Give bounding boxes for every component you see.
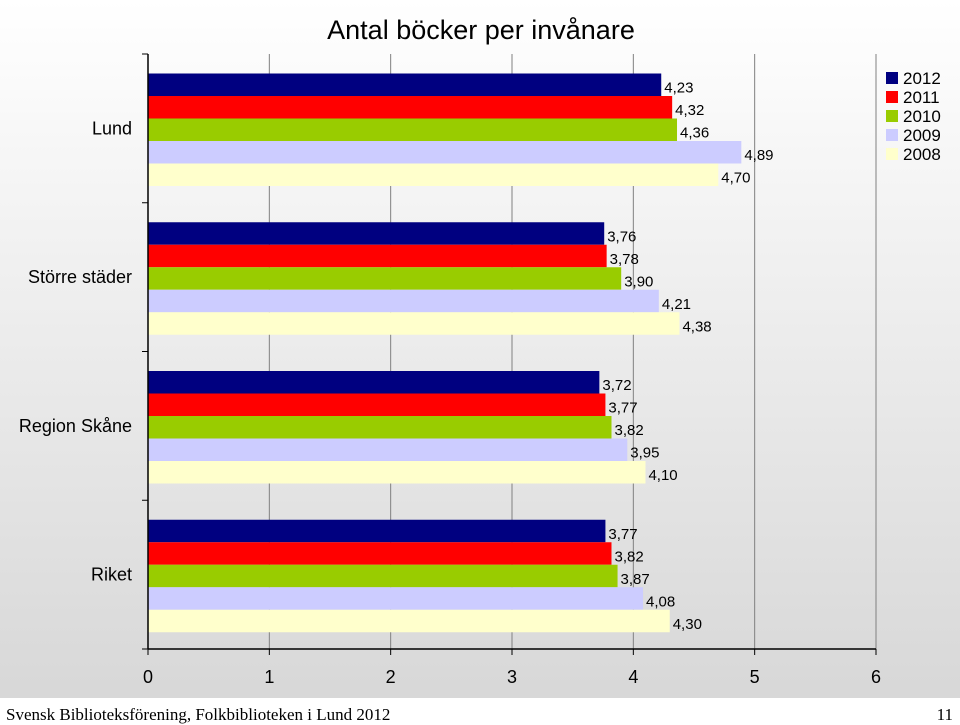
value-label: 3,76 — [607, 228, 636, 245]
bar-lund-2009 — [148, 141, 742, 164]
bar-riket-2008 — [148, 609, 670, 633]
bar-riket-2009 — [148, 587, 644, 610]
footer-source: Svensk Biblioteksförening, Folkbibliotek… — [6, 705, 390, 724]
value-label: 3,72 — [602, 377, 631, 394]
x-tick-labels: 0 1 2 3 4 5 6 — [143, 667, 881, 687]
value-label: 3,82 — [614, 422, 643, 439]
bar-region-skane-2009 — [148, 438, 628, 461]
category-label: Större städer — [28, 267, 132, 287]
bar-storre-stader-2009 — [148, 289, 659, 313]
bar-lund-2012 — [148, 73, 662, 96]
value-label: 3,90 — [624, 273, 653, 290]
bars — [148, 73, 742, 633]
bar-region-skane-2011 — [148, 393, 606, 416]
value-label: 4,21 — [662, 296, 691, 313]
value-label: 4,30 — [673, 616, 702, 633]
legend-swatch-2009 — [886, 129, 898, 141]
value-label: 3,77 — [608, 400, 637, 417]
bar-riket-2010 — [148, 564, 618, 588]
x-tick-label: 2 — [386, 667, 396, 687]
value-label: 3,78 — [610, 251, 639, 268]
category-label: Riket — [91, 565, 132, 585]
value-label: 4,36 — [680, 125, 709, 142]
x-tick-label: 1 — [264, 667, 274, 687]
page-number: 11 — [937, 705, 953, 724]
bar-riket-2011 — [148, 542, 612, 565]
legend-swatch-2012 — [886, 72, 898, 84]
axes — [142, 53, 877, 655]
value-label: 4,23 — [664, 80, 693, 97]
legend-swatch-2011 — [886, 91, 898, 103]
category-labels: Lund Större städer Region Skåne Riket — [19, 118, 132, 584]
bar-region-skane-2010 — [148, 416, 612, 439]
value-label: 4,08 — [646, 593, 675, 610]
bar-riket-2012 — [148, 519, 606, 543]
legend-label: 2009 — [903, 126, 941, 145]
value-label: 4,10 — [648, 467, 677, 484]
value-label: 3,77 — [608, 526, 637, 543]
bar-lund-2008 — [148, 163, 719, 186]
footer-bar — [0, 698, 960, 725]
value-label: 4,89 — [744, 147, 773, 164]
bar-region-skane-2012 — [148, 371, 600, 394]
bar-storre-stader-2008 — [148, 312, 680, 335]
legend-label: 2011 — [903, 88, 940, 107]
category-label: Region Skåne — [19, 416, 132, 436]
x-tick-label: 5 — [750, 667, 760, 687]
x-tick-label: 6 — [871, 667, 881, 687]
bar-storre-stader-2011 — [148, 244, 607, 268]
x-tick-label: 4 — [628, 667, 638, 687]
legend-swatch-2010 — [886, 110, 898, 122]
value-label: 3,82 — [614, 548, 643, 565]
chart-title: Antal böcker per invånare — [327, 15, 635, 45]
bar-lund-2011 — [148, 96, 673, 119]
category-label: Lund — [92, 118, 132, 138]
bar-lund-2010 — [148, 118, 678, 141]
data-labels: 4,23 4,32 4,36 4,89 4,70 3,76 3,78 3,90 4,21 4,38… — [602, 80, 773, 633]
legend-label: 2010 — [903, 107, 941, 126]
value-label: 3,87 — [621, 571, 650, 588]
bar-storre-stader-2012 — [148, 222, 605, 245]
value-label: 3,95 — [630, 445, 659, 462]
value-label: 4,38 — [682, 318, 711, 335]
bar-storre-stader-2010 — [148, 267, 622, 290]
x-tick-label: 3 — [507, 667, 517, 687]
legend-label: 2008 — [903, 145, 941, 164]
legend-swatch-2008 — [886, 148, 898, 160]
value-label: 4,32 — [675, 102, 704, 119]
bar-region-skane-2008 — [148, 461, 646, 484]
value-label: 4,70 — [721, 170, 750, 187]
x-tick-label: 0 — [143, 667, 153, 687]
legend-label: 2012 — [903, 69, 941, 88]
